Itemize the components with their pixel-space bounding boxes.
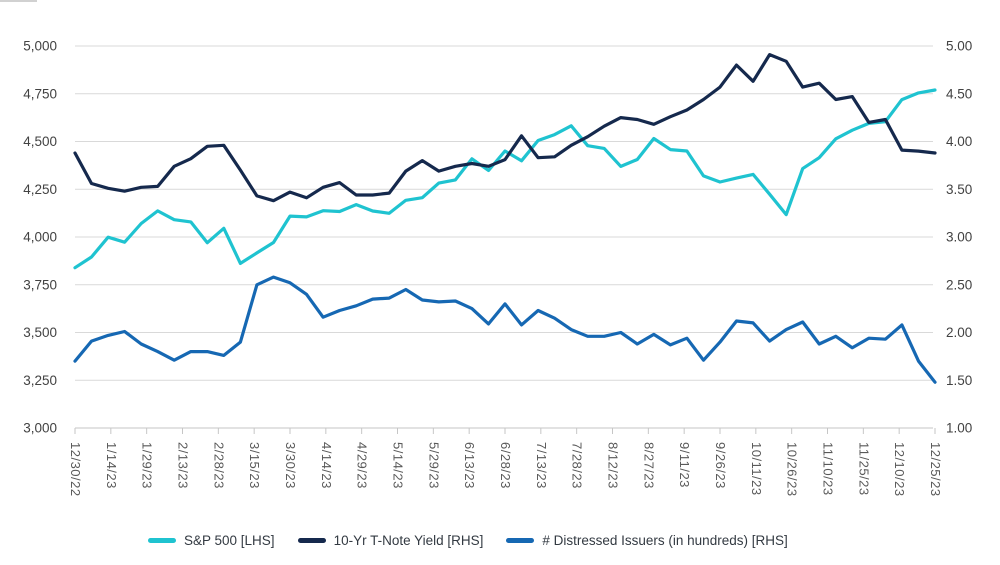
x-axis-label: 6/28/23 [498,442,513,489]
y-axis-label-left: 5,000 [23,39,57,54]
x-axis-label: 1/14/23 [104,442,119,489]
legend-label-sp500: S&P 500 [LHS] [184,533,275,548]
y-axis-label-left: 4,000 [23,230,57,245]
y-axis-label-right: 2.50 [946,277,972,292]
y-axis-label-right: 3.50 [946,182,972,197]
x-axis-label: 3/30/23 [283,442,298,489]
x-axis-label: 10/26/23 [785,442,800,497]
distressed-issuers-line [73,275,937,384]
x-axis-label: 6/13/23 [462,442,477,489]
x-axis-label: 2/13/23 [176,442,191,489]
chart-legend: S&P 500 [LHS] 10-Yr T-Note Yield [RHS] #… [148,533,788,548]
y-axis-label-right: 4.50 [946,86,972,101]
x-axis-label: 4/14/23 [319,442,334,489]
y-axis-label-left: 3,000 [23,421,57,436]
legend-item-distressed-issuers: # Distressed Issuers (in hundreds) [RHS] [506,533,788,548]
distressed-issuers-line-swatch-icon [506,538,535,543]
y-axis-label-right: 1.50 [946,373,972,388]
x-axis-label: 9/26/23 [713,442,728,489]
y-axis-label-right: 3.00 [946,230,972,245]
y-axis-label-left: 3,250 [23,373,57,388]
y-axis-label-right: 2.00 [946,325,972,340]
y-axis-label-right: 5.00 [946,39,972,54]
x-axis-label: 7/28/23 [570,442,585,489]
legend-item-tnote-yield: 10-Yr T-Note Yield [RHS] [297,533,484,548]
sp500-line-swatch-icon [148,538,176,543]
tnote-yield-line-swatch-icon [297,538,326,543]
x-axis-label: 5/29/23 [426,442,441,489]
x-axis-label: 8/12/23 [606,442,621,489]
x-axis-label: 12/10/23 [892,442,907,497]
x-axis-label: 12/25/23 [928,442,943,497]
x-axis-label: 11/10/23 [821,442,836,496]
tnote-yield-line [73,52,937,203]
x-axis-label: 3/15/23 [247,442,262,489]
x-axis-label: 10/11/23 [749,442,764,496]
y-axis-label-left: 4,750 [23,86,57,101]
screenshot-edge-artifact [0,0,37,2]
y-axis-label-left: 4,250 [23,182,57,197]
legend-label-distressed-issuers: # Distressed Issuers (in hundreds) [RHS] [542,533,788,548]
x-axis-label: 8/27/23 [641,442,656,489]
y-axis-label-right: 4.00 [946,134,972,149]
x-axis-label: 4/29/23 [355,442,370,489]
x-axis-label: 11/25/23 [856,442,871,496]
y-axis-label-right: 1.00 [946,421,972,436]
sp500-line [73,88,937,270]
x-axis-label: 12/30/22 [68,442,83,497]
x-axis-label: 1/29/23 [140,442,155,489]
legend-label-tnote-yield: 10-Yr T-Note Yield [RHS] [333,533,484,548]
x-axis-label: 9/11/23 [677,442,692,488]
y-axis-label-left: 3,750 [23,277,57,292]
x-axis-label: 5/14/23 [391,442,406,489]
legend-item-sp500: S&P 500 [LHS] [148,533,275,548]
x-axis-label: 7/13/23 [534,442,549,489]
y-axis-label-left: 4,500 [23,134,57,149]
x-axis-label: 2/28/23 [211,442,226,489]
y-axis-label-left: 3,500 [23,325,57,340]
